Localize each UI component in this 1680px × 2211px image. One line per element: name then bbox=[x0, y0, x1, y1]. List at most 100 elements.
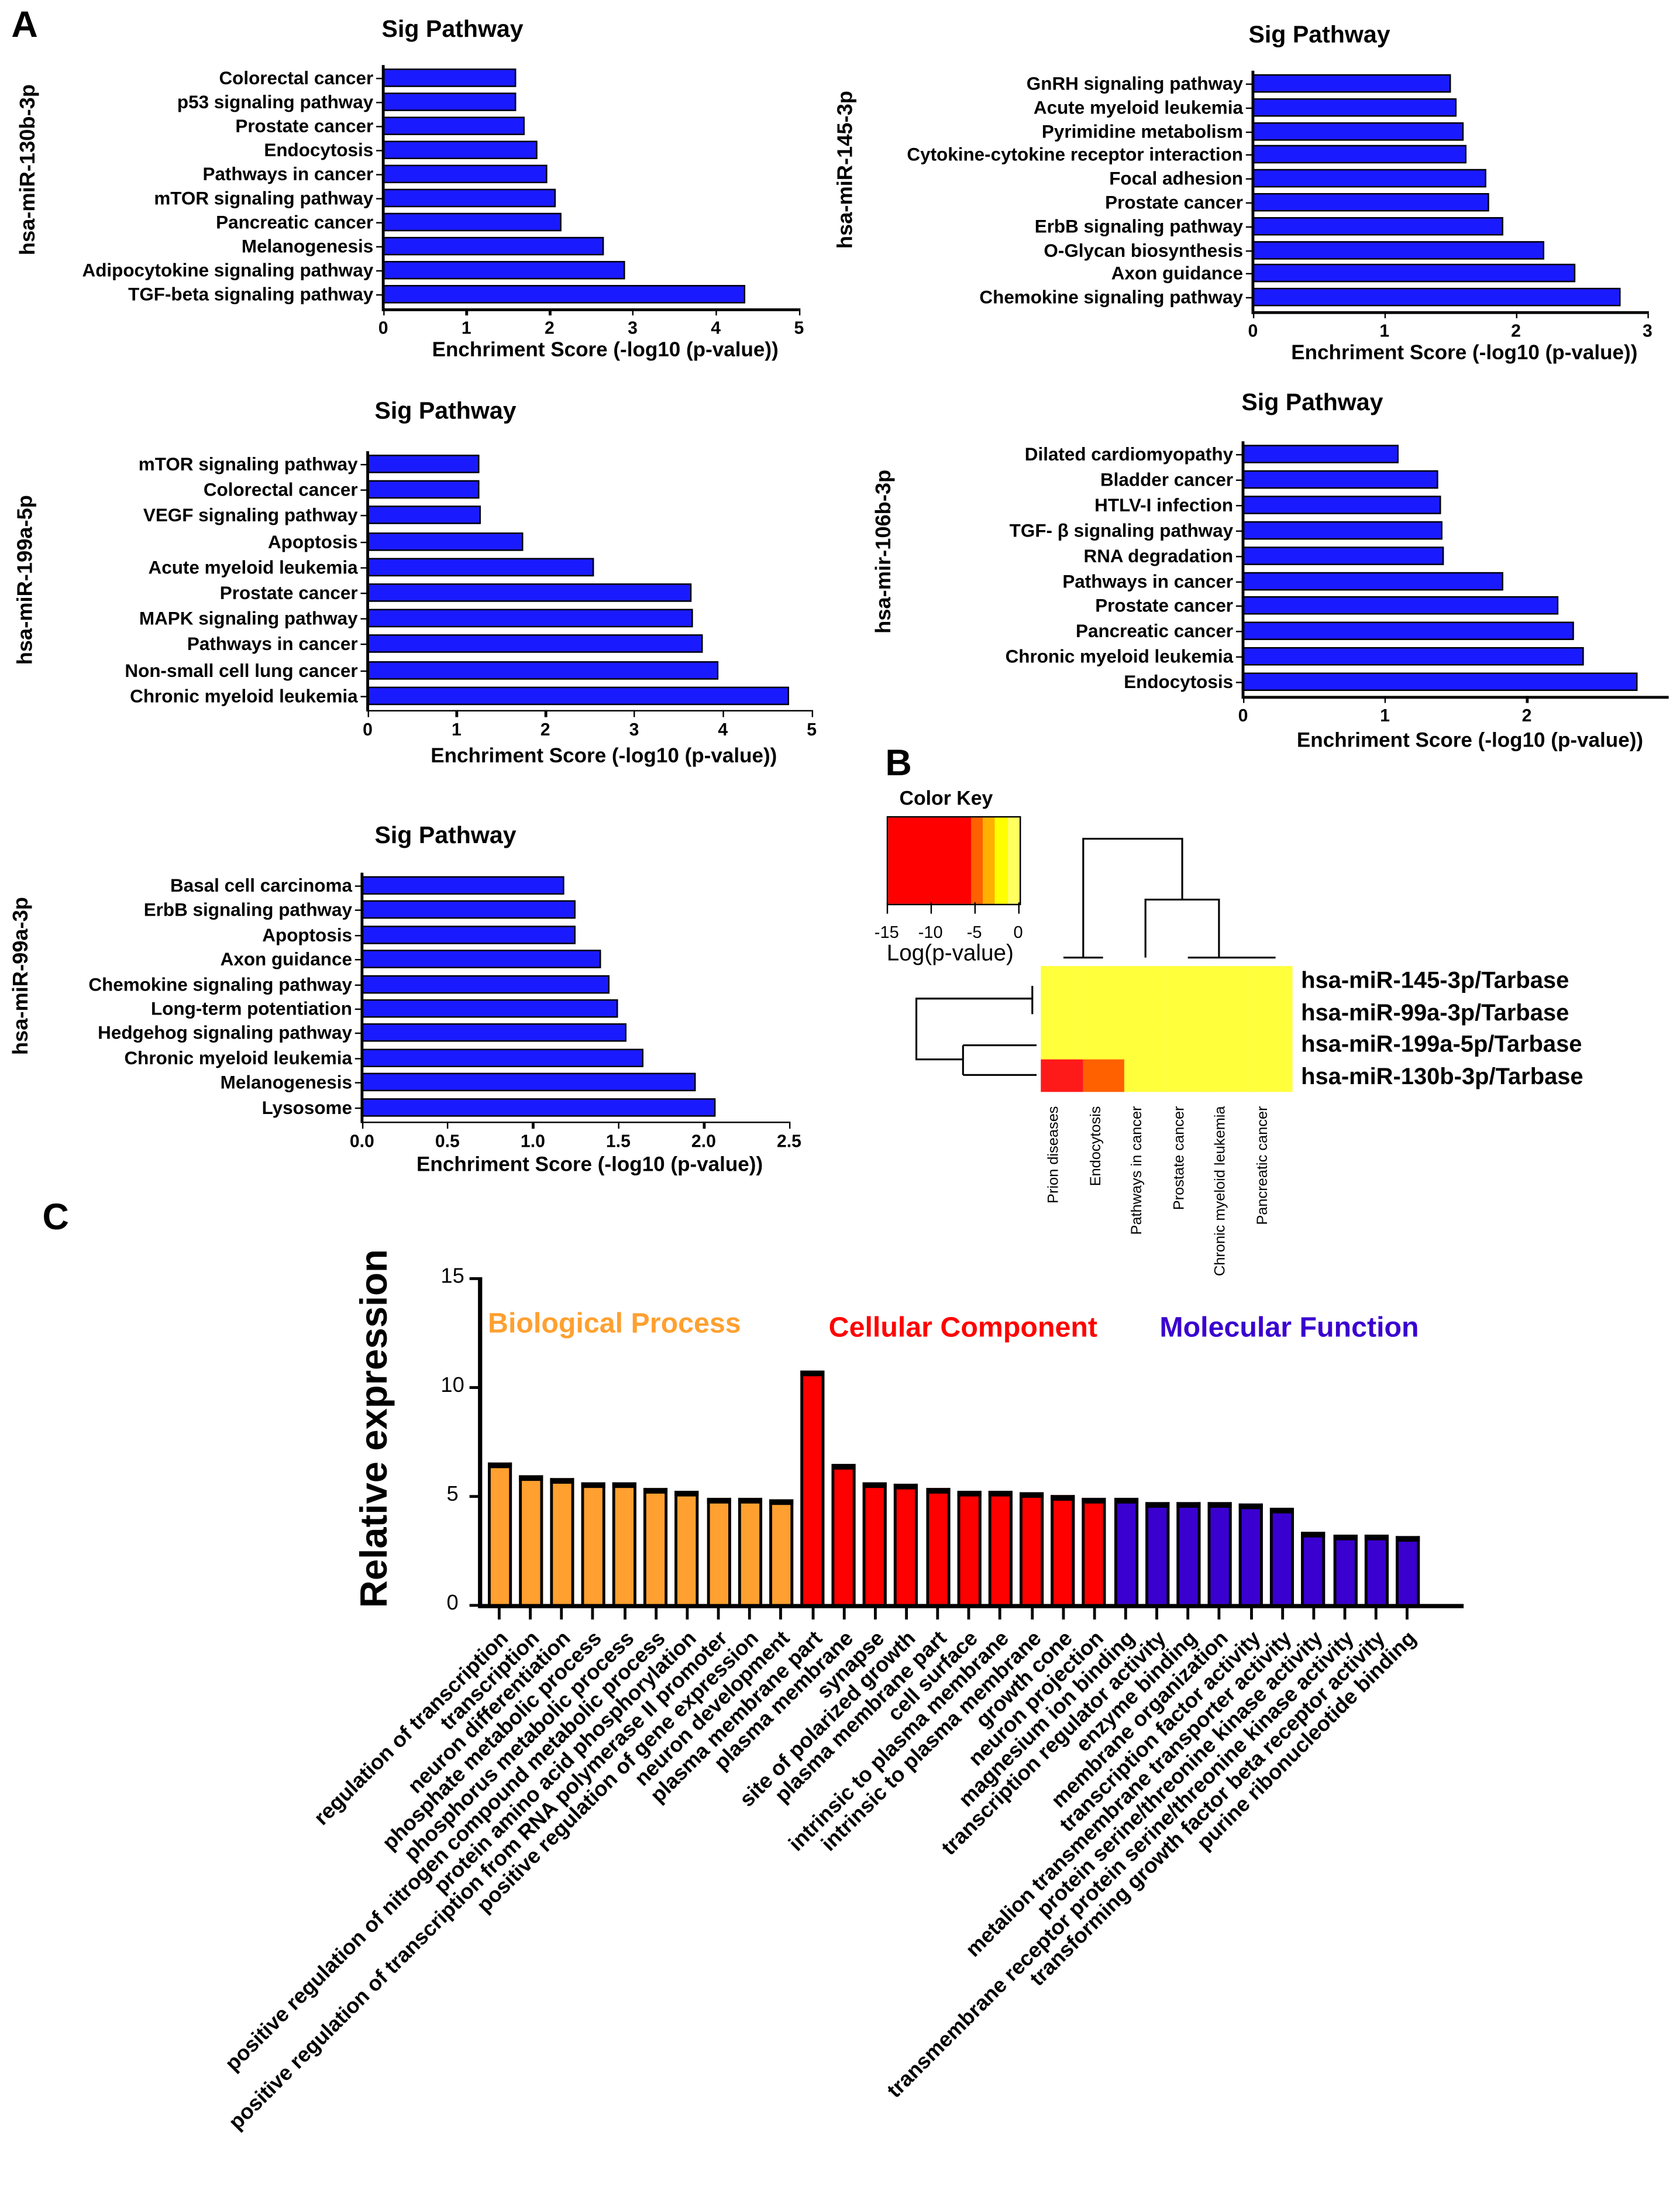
category-label: Hedgehog signaling pathway bbox=[98, 1022, 352, 1044]
category-label: Chronic myeloid leukemia bbox=[124, 1047, 352, 1068]
x-tick-label: 0 bbox=[1248, 321, 1258, 342]
bar bbox=[362, 900, 576, 920]
category-label: Pyrimidine metabolism bbox=[1041, 120, 1243, 142]
bar bbox=[643, 1488, 668, 1604]
category-tick bbox=[1235, 454, 1243, 456]
category-label: Lysosome bbox=[261, 1096, 352, 1118]
x-tick bbox=[1312, 1607, 1316, 1620]
x-tick-label: 5 bbox=[807, 720, 817, 740]
bar bbox=[1242, 672, 1638, 692]
x-axis-line bbox=[478, 1604, 1464, 1608]
bar bbox=[383, 188, 556, 208]
category-label: Apoptosis bbox=[262, 924, 352, 945]
y-axis-line bbox=[1251, 70, 1254, 312]
heatmap-cell bbox=[1207, 1059, 1251, 1092]
group-legend-label: Biological Process bbox=[488, 1308, 741, 1340]
x-tick bbox=[1406, 1607, 1409, 1620]
category-label: Non-small cell lung cancer bbox=[125, 659, 358, 681]
category-tick bbox=[1235, 479, 1243, 481]
bar bbox=[1020, 1491, 1044, 1604]
category-label: Acute myeloid leukemia bbox=[148, 556, 358, 578]
category-tick bbox=[354, 1033, 362, 1035]
x-tick-label: 3 bbox=[1642, 321, 1653, 342]
category-tick bbox=[360, 618, 368, 620]
x-tick bbox=[1187, 1607, 1190, 1620]
x-axis-line bbox=[1241, 696, 1669, 699]
x-tick-label: 2 bbox=[1521, 706, 1532, 726]
heatmap-cell bbox=[1207, 966, 1251, 998]
category-tick bbox=[1245, 178, 1253, 180]
x-tick bbox=[466, 308, 468, 316]
x-tick bbox=[1242, 696, 1245, 703]
x-tick bbox=[1280, 1607, 1284, 1620]
category-label: ErbB signaling pathway bbox=[143, 899, 352, 921]
category-tick bbox=[1245, 249, 1253, 252]
y-tick-label: 15 bbox=[440, 1264, 464, 1289]
x-tick-label: 3 bbox=[628, 318, 638, 338]
x-tick bbox=[382, 308, 385, 316]
bar bbox=[1242, 571, 1503, 590]
y-tick bbox=[469, 1495, 480, 1498]
bar bbox=[1252, 264, 1575, 283]
group-legend-label: Cellular Component bbox=[828, 1312, 1098, 1344]
heatmap-cell bbox=[1124, 1028, 1167, 1060]
bar bbox=[1252, 216, 1503, 236]
panel-label-c: C bbox=[42, 1195, 69, 1238]
category-label: Melanogenesis bbox=[220, 1071, 352, 1093]
x-axis-label: Enchriment Score (-log10 (p-value)) bbox=[1296, 730, 1644, 753]
x-tick-label: 2 bbox=[545, 318, 555, 338]
category-tick bbox=[354, 1082, 362, 1084]
category-tick bbox=[1245, 202, 1253, 204]
x-tick bbox=[1375, 1607, 1378, 1620]
heatmap-cell bbox=[1041, 1059, 1083, 1092]
bar bbox=[1364, 1534, 1389, 1604]
heatmap-column-label: Endocytosis bbox=[1086, 1106, 1104, 1187]
heatmap-row-label: hsa-miR-145-3p/Tarbase bbox=[1301, 968, 1569, 994]
bar bbox=[1252, 145, 1466, 164]
x-tick bbox=[1093, 1607, 1096, 1620]
x-tick bbox=[497, 1607, 501, 1620]
x-tick bbox=[591, 1607, 595, 1620]
chart-title: Sig Pathway bbox=[381, 15, 524, 43]
y-tick bbox=[469, 1277, 480, 1280]
bar bbox=[362, 974, 610, 993]
x-tick bbox=[722, 710, 725, 717]
x-tick-label: 2 bbox=[540, 720, 550, 740]
category-label: Colorectal cancer bbox=[219, 67, 374, 89]
category-label: VEGF signaling pathway bbox=[143, 504, 358, 527]
category-label: Chronic myeloid leukemia bbox=[130, 685, 358, 707]
heatmap-cell bbox=[1041, 966, 1083, 998]
bar bbox=[383, 116, 525, 135]
category-tick bbox=[1235, 504, 1243, 506]
bar bbox=[612, 1481, 637, 1604]
x-tick bbox=[703, 1121, 705, 1129]
category-tick bbox=[376, 294, 384, 296]
category-tick bbox=[376, 126, 384, 128]
bar bbox=[675, 1490, 700, 1604]
category-label: HTLV-I infection bbox=[1094, 494, 1234, 515]
bar bbox=[1242, 495, 1442, 514]
category-tick bbox=[376, 150, 384, 152]
bar bbox=[894, 1483, 919, 1604]
category-tick bbox=[376, 246, 384, 248]
bar bbox=[1145, 1501, 1169, 1604]
y-tick bbox=[469, 1386, 480, 1389]
category-tick bbox=[360, 489, 368, 491]
category-label: GnRH signaling pathway bbox=[1026, 73, 1243, 94]
x-tick-label: 1 bbox=[1379, 321, 1390, 342]
category-tick bbox=[376, 102, 384, 104]
category-label: Endocytosis bbox=[264, 139, 374, 161]
bar bbox=[362, 925, 576, 944]
chart-title: Sig Pathway bbox=[1248, 21, 1390, 49]
heatmap-row-label: hsa-miR-130b-3p/Tarbase bbox=[1301, 1063, 1583, 1089]
category-tick bbox=[1245, 226, 1253, 228]
x-tick-label: 1 bbox=[1380, 706, 1390, 726]
bar bbox=[1252, 288, 1622, 307]
category-label: Acute myeloid leukemia bbox=[1033, 97, 1243, 118]
bar bbox=[362, 950, 601, 969]
category-tick bbox=[360, 695, 368, 697]
x-tick bbox=[1515, 311, 1517, 319]
heatmap-grid bbox=[1041, 966, 1292, 1092]
x-tick bbox=[1218, 1607, 1221, 1620]
color-key-label: Log(p-value) bbox=[886, 942, 1014, 967]
